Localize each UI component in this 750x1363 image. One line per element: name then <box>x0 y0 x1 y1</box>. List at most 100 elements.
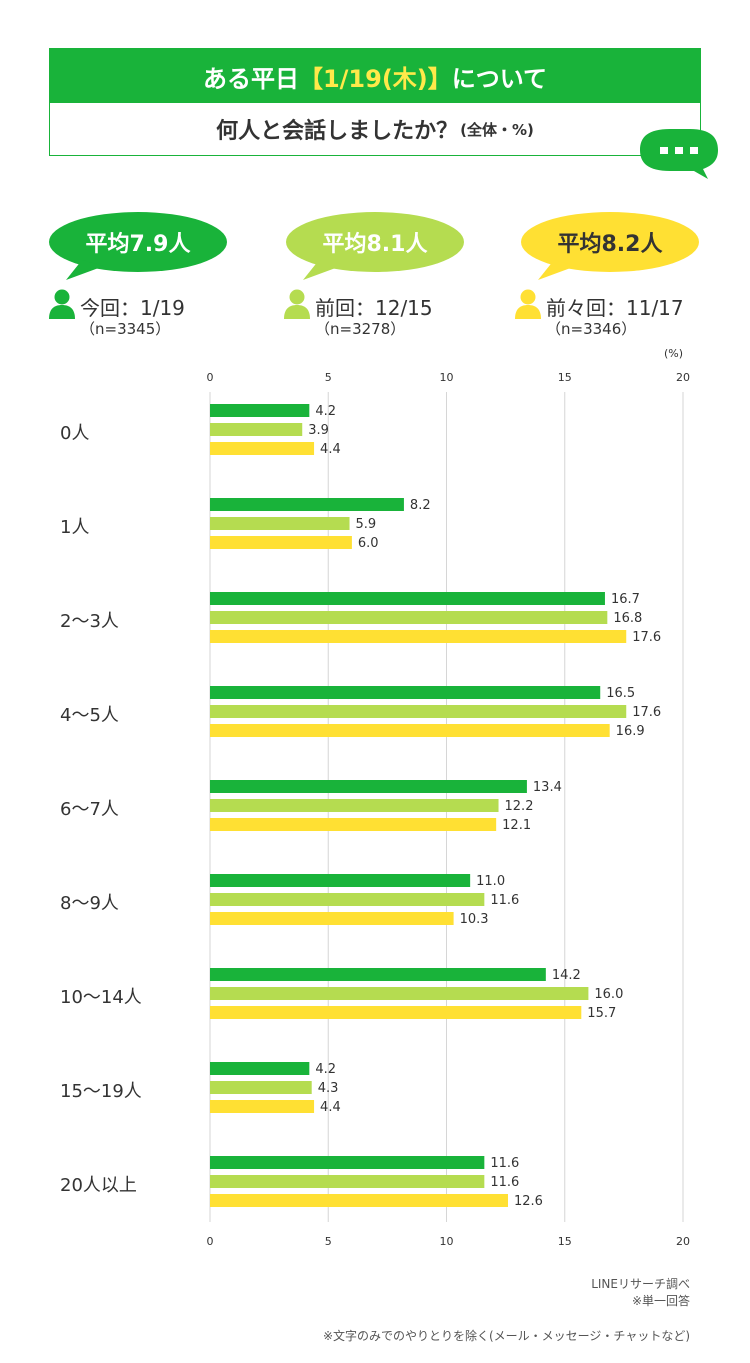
title-pre: ある平日 <box>202 64 299 93</box>
data-label: 4.2 <box>315 1062 336 1077</box>
average-bubble-current: 平均7.9人 <box>48 212 228 282</box>
bar <box>210 423 303 436</box>
average-label: 平均8.2人 <box>557 232 663 257</box>
data-label: 17.6 <box>632 630 661 645</box>
average-bubble-shape <box>49 212 227 272</box>
data-label: 13.4 <box>533 780 562 795</box>
data-label: 11.0 <box>476 874 505 889</box>
average-bubble-shape <box>521 212 699 272</box>
data-label: 10.3 <box>460 912 489 927</box>
average-bubble-before-previous: 平均8.2人 <box>520 212 700 282</box>
data-label: 6.0 <box>358 536 379 551</box>
legend-label: 前回：12/15 <box>315 296 433 320</box>
exclusion-note: ※文字のみでのやりとりを除く(メール・メッセージ・チャットなど) <box>322 1329 690 1343</box>
title-line2: 何人と会話しましたか？ (全体・%) <box>50 103 700 155</box>
data-label: 12.1 <box>502 818 531 833</box>
x-tick-label-bottom: 15 <box>558 1235 572 1248</box>
legend-label: 前々回：11/17 <box>546 296 684 320</box>
person-icon <box>284 289 310 319</box>
bar <box>210 442 315 455</box>
bar <box>210 724 610 737</box>
data-label: 16.0 <box>594 987 623 1002</box>
bar <box>210 893 485 906</box>
bar <box>210 874 471 887</box>
data-label: 12.2 <box>505 799 534 814</box>
data-label: 14.2 <box>552 968 581 983</box>
title-note: (全体・%) <box>460 120 534 139</box>
bar <box>210 611 608 624</box>
average-label: 平均7.9人 <box>85 232 191 257</box>
bar <box>210 818 497 831</box>
answer-note: ※単一回答 <box>631 1294 690 1308</box>
category-label: 15〜19人 <box>60 1081 142 1102</box>
person-icon <box>49 289 75 319</box>
bar <box>210 1006 582 1019</box>
data-label: 3.9 <box>308 423 329 438</box>
bar <box>210 1062 310 1075</box>
bar <box>210 517 350 530</box>
bar <box>210 968 546 981</box>
bar <box>210 1175 485 1188</box>
category-label: 2〜3人 <box>60 611 119 632</box>
x-tick-label-top: 10 <box>440 371 454 384</box>
data-label: 5.9 <box>356 517 377 532</box>
title-post: について <box>451 64 548 93</box>
data-label: 4.3 <box>318 1081 339 1096</box>
bar <box>210 987 589 1000</box>
category-label: 20人以上 <box>60 1175 137 1196</box>
x-tick-label-bottom: 20 <box>676 1235 690 1248</box>
person-icon <box>515 289 541 319</box>
data-label: 16.5 <box>606 686 635 701</box>
data-label: 4.2 <box>315 404 336 419</box>
bar <box>210 1156 485 1169</box>
x-tick-label-bottom: 5 <box>325 1235 332 1248</box>
data-label: 4.4 <box>320 442 341 457</box>
data-label: 11.6 <box>490 1175 519 1190</box>
x-tick-label-top: 0 <box>207 371 214 384</box>
bar <box>210 686 601 699</box>
average-bubble-shape <box>286 212 464 272</box>
bar <box>210 780 527 793</box>
bar <box>210 536 352 549</box>
title-date: 【1/19(木)】 <box>298 64 452 93</box>
title-question: 何人と会話しましたか？ <box>216 119 459 144</box>
bar <box>210 1081 312 1094</box>
bar <box>210 498 404 511</box>
data-label: 15.7 <box>587 1006 616 1021</box>
category-label: 0人 <box>60 423 90 444</box>
legend-sample-size: （n=3278） <box>315 320 406 338</box>
x-tick-label-top: 15 <box>558 371 572 384</box>
legend-sample-size: （n=3345） <box>80 320 171 338</box>
bar <box>210 912 454 925</box>
bar <box>210 592 605 605</box>
data-label: 11.6 <box>490 1156 519 1171</box>
source-note: LINEリサーチ調べ <box>591 1277 690 1291</box>
average-label: 平均8.1人 <box>322 232 428 257</box>
data-label: 16.7 <box>611 592 640 607</box>
data-label: 17.6 <box>632 705 661 720</box>
x-tick-label-bottom: 10 <box>440 1235 454 1248</box>
legend-sample-size: （n=3346） <box>546 320 637 338</box>
category-label: 8〜9人 <box>60 893 119 914</box>
bar <box>210 799 499 812</box>
bar <box>210 705 627 718</box>
title-box: ある平日 【1/19(木)】 について 何人と会話しましたか？ (全体・%) <box>49 48 701 156</box>
category-label: 6〜7人 <box>60 799 119 820</box>
x-tick-label-top: 5 <box>325 371 332 384</box>
category-label: 4〜5人 <box>60 705 119 726</box>
data-label: 16.8 <box>613 611 642 626</box>
data-label: 12.6 <box>514 1194 543 1209</box>
data-label: 11.6 <box>490 893 519 908</box>
bar <box>210 630 627 643</box>
average-bubble-previous: 平均8.1人 <box>285 212 465 282</box>
x-tick-label-bottom: 0 <box>207 1235 214 1248</box>
speech-bubble-icon <box>640 129 718 179</box>
unit-label: (%) <box>664 347 684 360</box>
bar <box>210 404 310 417</box>
data-label: 8.2 <box>410 498 431 513</box>
x-tick-label-top: 20 <box>676 371 690 384</box>
legend-label: 今回：1/19 <box>80 296 185 320</box>
bar <box>210 1100 315 1113</box>
category-label: 1人 <box>60 517 90 538</box>
